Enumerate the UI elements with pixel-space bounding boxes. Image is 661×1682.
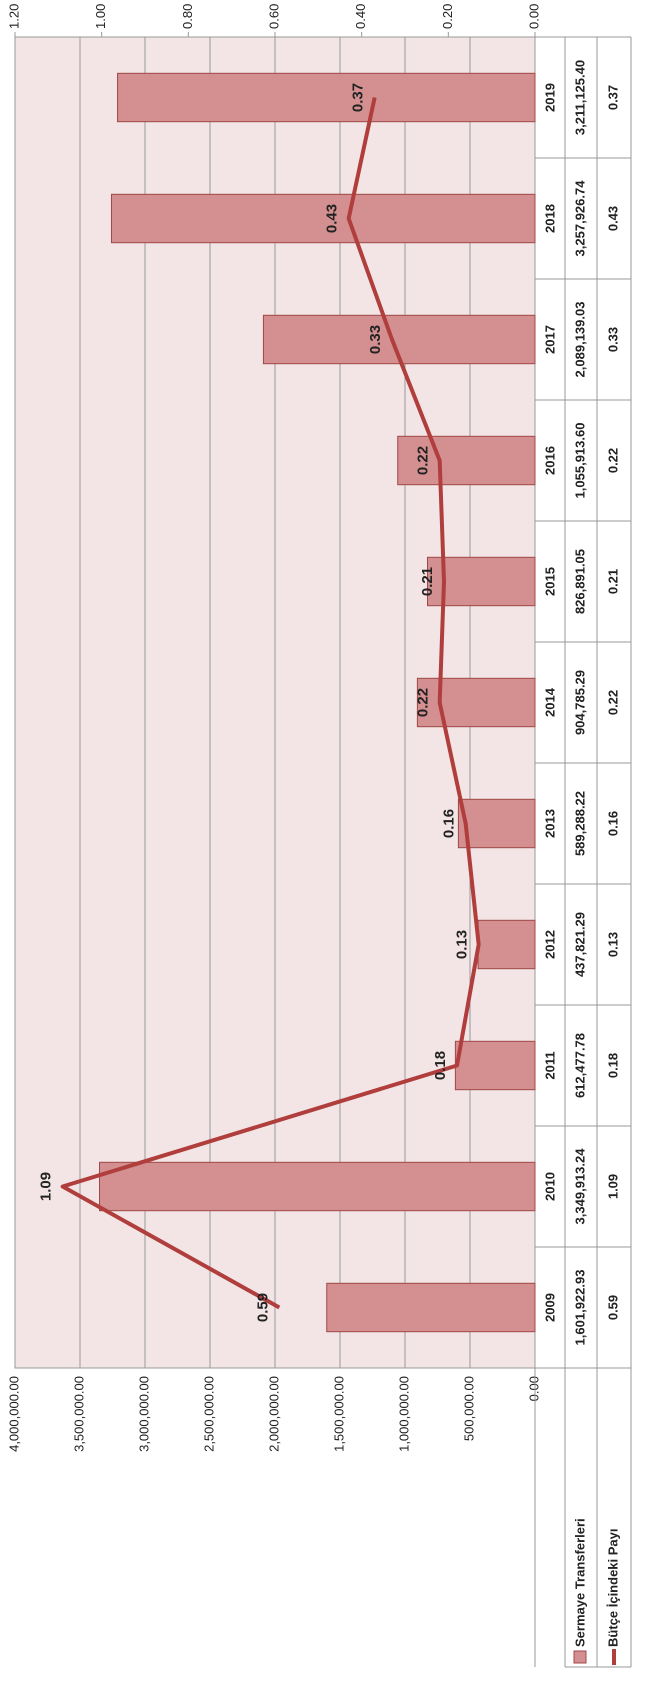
data-label: 0.22 <box>415 446 432 475</box>
y-tick-label: 3,000,000.00 <box>136 1376 151 1452</box>
data-label: 0.59 <box>254 1293 271 1322</box>
legend-swatch <box>573 1650 587 1664</box>
rotated-chart: 0.00 500,000.00 1,000,000.00 1,500,000.00 2,… <box>6 4 632 1668</box>
table-value: 1,601,922.93 <box>572 1270 587 1346</box>
legend-label: Bütçe İçindeki Payı <box>605 1529 620 1648</box>
x-tick-label: 2013 <box>542 809 557 838</box>
table-value: 0.21 <box>605 569 620 594</box>
table-value: 0.16 <box>605 811 620 836</box>
table-value: 0.13 <box>605 932 620 957</box>
data-label: 0.16 <box>441 809 458 838</box>
y-tick-label: 1,500,000.00 <box>331 1376 346 1452</box>
y-tick-label: 3,500,000.00 <box>71 1376 86 1452</box>
bar <box>397 435 536 486</box>
y2-tick-label: 1.00 <box>93 4 108 29</box>
x-tick-label: 2017 <box>542 325 557 354</box>
table-value: 2,089,139.03 <box>572 302 587 378</box>
data-label: 1.09 <box>38 1172 55 1201</box>
y-tick-label: 2,000,000.00 <box>266 1376 281 1452</box>
table-value: 1,055,913.60 <box>572 423 587 499</box>
x-tick-label: 2014 <box>542 687 557 717</box>
bar <box>262 314 536 365</box>
y-tick-label: 0.00 <box>526 1376 541 1401</box>
table-value: 612,477.78 <box>572 1033 587 1098</box>
table-value: 0.33 <box>605 327 620 352</box>
x-tick-label: 2012 <box>542 930 557 959</box>
table-value: 0.22 <box>605 448 620 473</box>
x-tick-label: 2018 <box>542 204 557 233</box>
x-tick-label: 2010 <box>542 1172 557 1201</box>
bar <box>427 556 536 607</box>
y2-tick-label: 0.60 <box>266 4 281 29</box>
table-value: 904,785.29 <box>572 670 587 735</box>
y2-tick-label: 0.00 <box>526 4 541 29</box>
table-value: 437,821.29 <box>572 912 587 977</box>
data-label: 0.43 <box>324 204 341 233</box>
data-label: 0.21 <box>419 567 436 596</box>
data-label: 0.33 <box>367 325 384 354</box>
table-value: 0.59 <box>605 1295 620 1320</box>
line <box>60 97 481 1310</box>
table-value: 0.18 <box>605 1053 620 1078</box>
bar <box>99 1161 536 1212</box>
data-label: 0.18 <box>432 1051 449 1080</box>
table-value: 0.22 <box>605 690 620 715</box>
x-tick-label: 2019 <box>542 83 557 112</box>
y-tick-label: 2,500,000.00 <box>201 1376 216 1452</box>
y-tick-label: 1,000,000.00 <box>396 1376 411 1452</box>
legend-label: Sermaye Transferleri <box>572 1518 587 1647</box>
x-tick-label: 2016 <box>542 446 557 475</box>
y-tick-label: 500,000.00 <box>461 1376 476 1441</box>
bar <box>117 72 536 123</box>
y-tick-label: 4,000,000.00 <box>6 1376 21 1452</box>
bar <box>416 677 536 728</box>
bar <box>326 1282 536 1333</box>
table-value: 1.09 <box>605 1174 620 1199</box>
y2-tick-label: 0.80 <box>180 4 195 29</box>
table-value: 3,257,926.74 <box>572 180 587 257</box>
bar <box>477 919 536 970</box>
x-tick-label: 2015 <box>542 567 557 596</box>
bar <box>454 1040 536 1091</box>
table-value: 589,288.22 <box>572 791 587 856</box>
data-label: 0.37 <box>350 83 367 112</box>
y2-tick-label: 0.40 <box>353 4 368 29</box>
bar <box>457 798 536 849</box>
data-label: 0.13 <box>454 930 471 959</box>
y2-tick-label: 1.20 <box>6 4 21 29</box>
table-value: 0.43 <box>605 206 620 231</box>
table-value: 3,349,913.24 <box>572 1148 587 1225</box>
bar <box>110 193 536 244</box>
x-tick-label: 2011 <box>542 1051 557 1079</box>
table-value: 0.37 <box>605 85 620 110</box>
x-tick-label: 2009 <box>542 1293 557 1322</box>
table-value: 3,211,125.40 <box>572 60 587 135</box>
table-value: 826,891.05 <box>572 549 587 614</box>
y2-tick-label: 0.20 <box>440 4 455 29</box>
data-label: 0.22 <box>415 688 432 717</box>
